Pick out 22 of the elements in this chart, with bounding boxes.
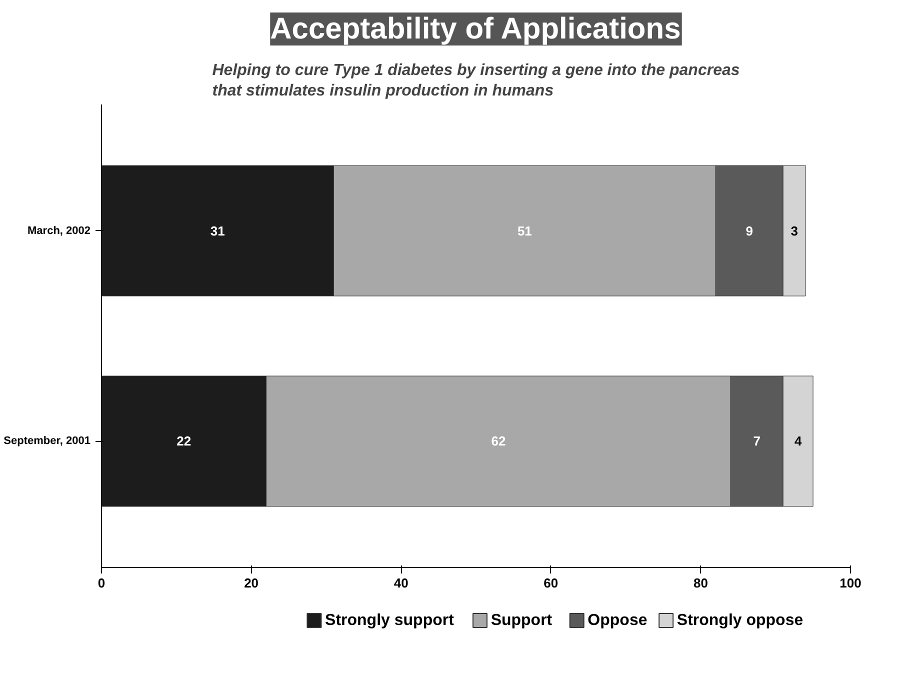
x-tick-label: 20: [244, 576, 259, 590]
chart-title: Acceptability of Applications: [270, 12, 681, 46]
x-tick-label: 60: [544, 576, 558, 590]
data-label: 3: [790, 223, 798, 238]
data-label: 62: [491, 434, 506, 449]
data-label: 4: [794, 434, 802, 449]
legend-label: Strongly oppose: [676, 612, 804, 629]
x-tick-label: 100: [840, 576, 862, 590]
data-label: 31: [210, 223, 225, 238]
legend-label: Support: [490, 612, 553, 629]
data-label: 22: [176, 434, 192, 449]
data-label: 51: [517, 223, 532, 238]
chart-subtitle: Helping to cure Type 1 diabetes by inserting a gene into the pancreas that stimulates insulin production in humans: [212, 62, 740, 100]
x-tick-label: 40: [394, 576, 408, 590]
y-tick-label: March, 2002: [28, 224, 91, 237]
y-tick-label: September, 2001: [4, 435, 91, 448]
data-label: 7: [753, 434, 760, 449]
x-tick-label: 80: [693, 576, 708, 590]
x-tick-label: 0: [98, 576, 106, 590]
legend-label: Oppose: [588, 612, 648, 629]
legend-label: Strongly support: [325, 612, 455, 629]
data-label: 9: [746, 223, 754, 238]
